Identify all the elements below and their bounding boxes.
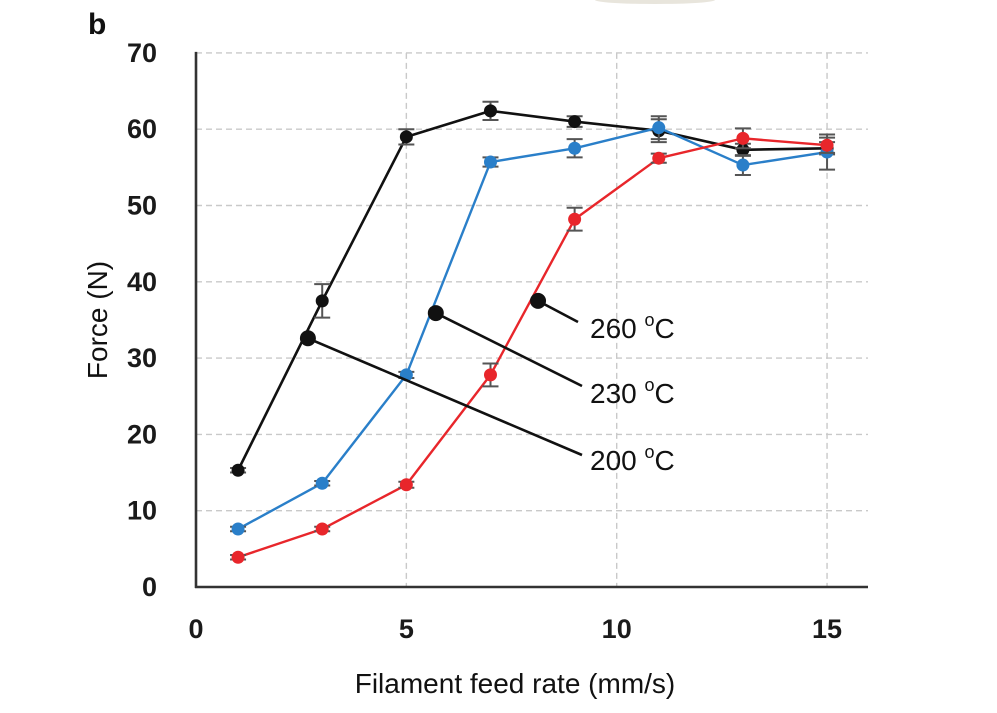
data-point — [399, 478, 413, 492]
callout-temperature: 200 — [590, 445, 645, 476]
data-point — [568, 115, 582, 129]
y-tick-label: 40 — [127, 267, 157, 297]
series-200-C — [230, 100, 836, 477]
data-point — [231, 550, 245, 564]
callout-dot — [299, 330, 316, 347]
y-axis-title: Force (N) — [82, 261, 113, 379]
series-260-C — [230, 127, 836, 564]
axes — [194, 51, 868, 589]
x-axis-title: Filament feed rate (mm/s) — [355, 668, 676, 699]
y-tick-label: 0 — [142, 572, 157, 602]
x-tick-label: 15 — [812, 614, 842, 644]
data-point — [315, 476, 329, 490]
degree-symbol: o — [645, 375, 655, 395]
data-point — [231, 522, 245, 536]
callout-temperature: 260 — [590, 313, 645, 344]
data-point — [568, 212, 582, 226]
scan-artifact — [595, 0, 715, 4]
data-point — [652, 121, 666, 135]
callout-dot — [530, 292, 547, 309]
x-tick-label: 10 — [602, 614, 632, 644]
data-point — [483, 104, 497, 118]
callout-temperature: 230 — [590, 378, 645, 409]
unit-celsius: C — [655, 445, 675, 476]
unit-celsius: C — [655, 378, 675, 409]
series-230-C — [230, 115, 836, 536]
data-series — [230, 100, 836, 564]
x-tick-labels: 0 5 10 15 — [188, 614, 842, 644]
callout-dot — [427, 305, 444, 322]
y-tick-label: 20 — [127, 419, 157, 449]
data-point — [820, 138, 834, 152]
degree-symbol: o — [645, 442, 655, 462]
data-point — [736, 143, 750, 157]
x-tick-label: 0 — [188, 614, 203, 644]
callout-leader-line — [307, 337, 583, 457]
degree-symbol: o — [645, 310, 655, 330]
unit-celsius: C — [655, 313, 675, 344]
callout-200: 200 oC — [299, 330, 675, 476]
series-line — [237, 126, 828, 531]
callout-230: 230 oC — [427, 305, 675, 409]
data-point — [483, 155, 497, 169]
series-line — [237, 137, 828, 559]
data-point — [568, 141, 582, 155]
y-tick-label: 30 — [127, 343, 157, 373]
gridlines — [196, 52, 868, 587]
y-tick-label: 10 — [127, 496, 157, 526]
y-tick-label: 70 — [127, 38, 157, 68]
panel-label: b — [88, 8, 106, 41]
callout-label: 260 oC — [590, 310, 675, 344]
callout-leader-line — [435, 311, 583, 388]
data-point — [652, 151, 666, 165]
y-tick-labels: 0 10 20 30 40 50 60 70 — [127, 38, 157, 602]
callout-label: 200 oC — [590, 442, 675, 476]
x-tick-label: 5 — [399, 614, 414, 644]
callout-label: 230 oC — [590, 375, 675, 409]
series-line — [236, 109, 828, 471]
callout-260: 260 oC — [530, 292, 675, 344]
data-point — [483, 368, 497, 382]
data-point — [736, 158, 750, 172]
data-point — [399, 130, 413, 144]
y-tick-label: 60 — [127, 114, 157, 144]
data-point — [315, 522, 329, 536]
data-point — [231, 463, 245, 477]
data-point — [315, 294, 329, 308]
data-point — [736, 131, 750, 145]
y-tick-label: 50 — [127, 191, 157, 221]
